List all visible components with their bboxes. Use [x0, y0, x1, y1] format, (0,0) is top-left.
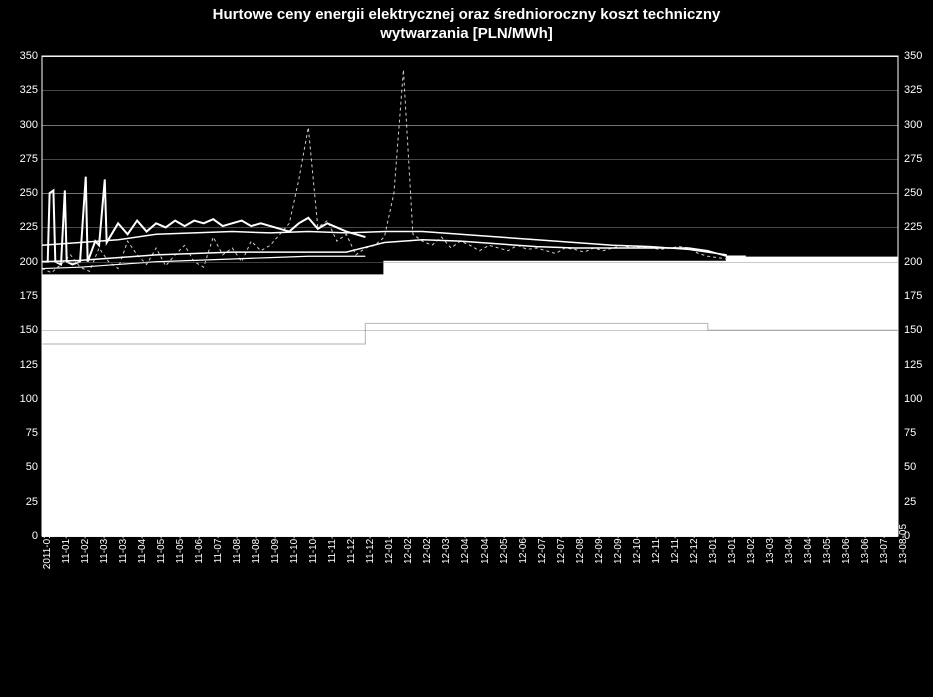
x-tick: 11-08-22 — [251, 524, 262, 563]
y-tick-right: 275 — [904, 153, 933, 165]
y-tick-right: 350 — [904, 50, 933, 62]
y-tick-left: 200 — [4, 256, 38, 268]
x-tick: 11-08-01 — [232, 524, 243, 563]
x-tick: 12-09-03 — [594, 524, 605, 564]
y-tick-left: 300 — [4, 119, 38, 131]
x-tick: 13-07-15 — [879, 524, 890, 564]
x-tick: 13-01-07 — [708, 524, 719, 564]
x-tick: 12-11-26 — [670, 524, 681, 563]
y-tick-right: 325 — [904, 84, 933, 96]
x-tick: 13-05-13 — [822, 524, 833, 564]
x-tick: 12-11-05 — [651, 524, 662, 563]
x-tick: 11-10-03 — [289, 524, 300, 563]
y-tick-right: 150 — [904, 324, 933, 336]
y-tick-left: 0 — [4, 530, 38, 542]
x-tick: 11-07-11 — [213, 525, 224, 564]
x-tick: 13-06-24 — [860, 524, 871, 564]
x-tick: 13-06-03 — [841, 524, 852, 564]
x-tick: 11-01-24 — [61, 524, 72, 563]
x-tick: 12-07-23 — [556, 524, 567, 564]
y-tick-left: 175 — [4, 290, 38, 302]
chart-container: Hurtowe ceny energii elektrycznej oraz ś… — [0, 0, 933, 697]
x-tick: 11-12-26 — [365, 524, 376, 563]
x-tick: 11-03-07 — [99, 524, 110, 563]
y-tick-right: 175 — [904, 290, 933, 302]
y-tick-right: 225 — [904, 221, 933, 233]
grid-line — [42, 125, 898, 126]
x-tick: 11-05-09 — [156, 524, 167, 563]
x-tick: 11-09-12 — [270, 524, 281, 563]
x-tick: 13-04-01 — [784, 524, 795, 564]
x-tick: 2011-01-03 — [42, 519, 53, 569]
x-tick: 11-02-14 — [80, 524, 91, 563]
x-tick: 12-04-09 — [460, 524, 471, 564]
y-tick-right: 50 — [904, 461, 933, 473]
grid-line — [42, 467, 898, 468]
grid-line — [42, 90, 898, 91]
y-tick-left: 250 — [4, 187, 38, 199]
x-tick: 12-06-11 — [518, 524, 529, 563]
fill-region — [42, 258, 898, 536]
grid-line — [42, 193, 898, 194]
x-tick: 13-08-05 — [898, 524, 909, 564]
y-tick-left: 50 — [4, 461, 38, 473]
y-tick-right: 200 — [904, 256, 933, 268]
y-tick-left: 325 — [4, 84, 38, 96]
x-tick: 11-04-18 — [137, 524, 148, 563]
y-tick-left: 100 — [4, 393, 38, 405]
x-tick: 11-11-14 — [327, 525, 338, 564]
grid-line — [42, 399, 898, 400]
grid-line — [42, 502, 898, 503]
y-tick-right: 250 — [904, 187, 933, 199]
y-tick-left: 75 — [4, 427, 38, 439]
series-smooth-mid — [42, 240, 746, 262]
x-tick: 13-04-22 — [803, 524, 814, 564]
x-tick: 13-03-11 — [765, 524, 776, 563]
y-tick-right: 300 — [904, 119, 933, 131]
x-tick: 12-04-30 — [480, 524, 491, 564]
x-tick: 13-02-18 — [746, 524, 757, 564]
grid-line — [42, 227, 898, 228]
grid-line — [42, 365, 898, 366]
chart-title: Hurtowe ceny energii elektrycznej oraz ś… — [0, 6, 933, 44]
x-tick: 12-07-02 — [537, 524, 548, 564]
y-tick-left: 125 — [4, 359, 38, 371]
y-tick-right: 100 — [904, 393, 933, 405]
grid-line — [42, 262, 898, 263]
y-tick-left: 350 — [4, 50, 38, 62]
x-tick: 11-05-30 — [175, 524, 186, 563]
x-tick: 12-01-16 — [384, 524, 395, 564]
y-tick-right: 25 — [904, 496, 933, 508]
x-tick: 12-02-27 — [422, 524, 433, 564]
y-tick-right: 125 — [904, 359, 933, 371]
x-tick: 12-08-13 — [575, 524, 586, 564]
x-tick: 11-10-24 — [308, 524, 319, 563]
y-tick-right: 75 — [904, 427, 933, 439]
y-tick-left: 275 — [4, 153, 38, 165]
plot-area — [42, 56, 898, 536]
x-tick: 12-10-15 — [632, 524, 643, 564]
x-tick: 12-03-19 — [441, 524, 452, 564]
grid-line — [42, 159, 898, 160]
grid-line — [42, 296, 898, 297]
grid-line — [42, 433, 898, 434]
grid-line — [42, 56, 898, 57]
x-tick: 13-01-28 — [727, 524, 738, 564]
x-tick: 11-03-28 — [118, 524, 129, 563]
grid-line — [42, 330, 898, 331]
y-tick-left: 25 — [4, 496, 38, 508]
x-tick: 12-02-06 — [403, 524, 414, 564]
y-tick-left: 150 — [4, 324, 38, 336]
x-tick: 12-09-24 — [613, 524, 624, 564]
x-tick: 11-06-20 — [194, 524, 205, 563]
x-tick: 12-05-21 — [499, 524, 510, 564]
x-tick: 12-12-17 — [689, 524, 700, 564]
y-tick-left: 225 — [4, 221, 38, 233]
x-tick: 11-12-05 — [346, 524, 357, 563]
